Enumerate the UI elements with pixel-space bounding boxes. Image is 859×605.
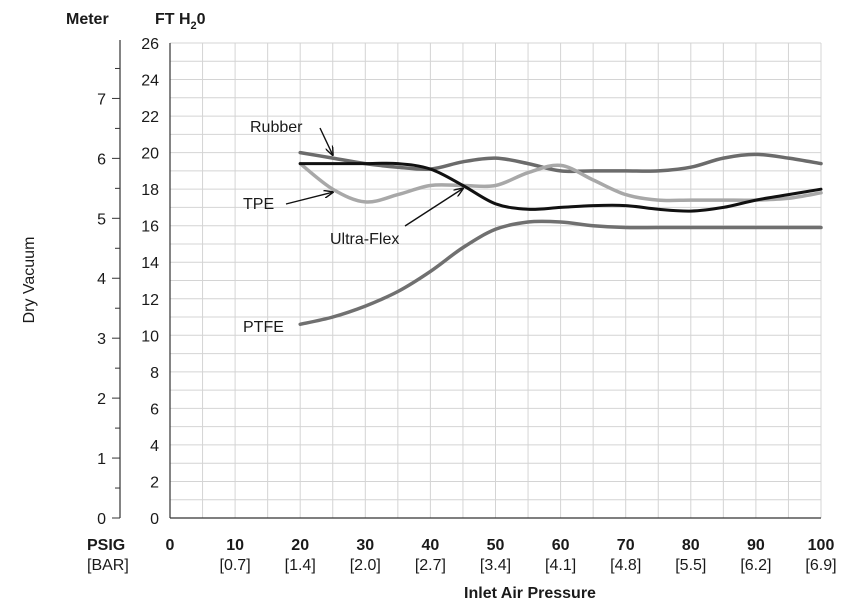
ft-tick-label: 12 — [141, 292, 159, 309]
series-line-ultra-flex — [298, 161, 823, 213]
x-axis-title: Inlet Air Pressure — [464, 585, 596, 602]
axes — [119, 40, 821, 519]
bar-tick-label: [4.1] — [545, 557, 576, 574]
bar-tick-label: [2.0] — [350, 557, 381, 574]
bar-tick-label: [6.9] — [805, 557, 836, 574]
series-lines — [298, 150, 823, 327]
psig-axis: 0 10 20 30 40 50 60 70 80 90 100 — [166, 537, 835, 554]
ft-unit-subscript: 2 — [191, 20, 197, 32]
annotation-arrow — [285, 192, 333, 205]
meter-tick-label: 6 — [97, 151, 106, 168]
psig-tick-label: 30 — [356, 537, 374, 554]
bar-axis: [0.7] [1.4] [2.0] [2.7] [3.4] [4.1] [4.8] [5.5]… — [220, 557, 837, 574]
ft-tick-label: 2 — [150, 474, 159, 491]
ft-tick-label: 16 — [141, 219, 159, 236]
psig-tick-label: 0 — [166, 537, 175, 554]
ft-tick-label: 6 — [150, 401, 159, 418]
annotation-label: Rubber — [250, 119, 303, 136]
annotation-arrow — [319, 127, 333, 155]
series-line-rubber — [298, 150, 823, 174]
ft-tick-label: 26 — [141, 36, 159, 53]
meter-tick-label: 5 — [97, 211, 106, 228]
ft-unit-end: 0 — [197, 11, 206, 28]
ft-tick-label: 18 — [141, 182, 159, 199]
meter-tick-label: 2 — [97, 391, 106, 408]
annotation-label: Ultra-Flex — [330, 231, 399, 248]
meter-tick-label: 4 — [97, 271, 106, 288]
y-axis-title: Dry Vacuum — [21, 237, 38, 324]
ft-tick-label: 8 — [150, 365, 159, 382]
meter-tick-label: 3 — [97, 331, 106, 348]
ft-tick-label: 24 — [141, 73, 159, 90]
bar-tick-label: [2.7] — [415, 557, 446, 574]
ft-tick-label: 14 — [141, 255, 159, 272]
bar-row-label: [BAR] — [87, 557, 129, 574]
series-line-tpe — [298, 161, 823, 204]
psig-tick-label: 90 — [747, 537, 765, 554]
annotations: Rubber TPE Ultra-Flex PTFE — [243, 119, 463, 336]
psig-tick-label: 100 — [808, 537, 835, 554]
grid — [169, 42, 822, 519]
bar-tick-label: [4.8] — [610, 557, 641, 574]
ft-tick-label: 22 — [141, 109, 159, 126]
psig-tick-label: 50 — [487, 537, 505, 554]
ft-unit-main: FT H — [155, 11, 191, 28]
psig-tick-label: 40 — [422, 537, 440, 554]
meter-tick-label: 1 — [97, 451, 106, 468]
ft-tick-label: 10 — [141, 328, 159, 345]
annotation-arrow — [404, 189, 463, 227]
ft-tick-label: 4 — [150, 438, 159, 455]
ft-unit-label: FT H20 — [155, 11, 206, 32]
bar-tick-label: [0.7] — [220, 557, 251, 574]
series-line-ptfe — [298, 219, 823, 327]
meter-unit-label: Meter — [66, 11, 109, 28]
psig-tick-label: 80 — [682, 537, 700, 554]
bar-tick-label: [1.4] — [285, 557, 316, 574]
bar-tick-label: [5.5] — [675, 557, 706, 574]
psig-tick-label: 60 — [552, 537, 570, 554]
bar-tick-label: [3.4] — [480, 557, 511, 574]
meter-tick-label: 0 — [97, 511, 106, 528]
psig-tick-label: 70 — [617, 537, 635, 554]
bar-tick-label: [6.2] — [740, 557, 771, 574]
meter-axis: 0 1 2 3 4 5 6 7 — [97, 67, 120, 528]
meter-tick-label: 7 — [97, 91, 106, 108]
ft-tick-label: 20 — [141, 146, 159, 163]
psig-tick-label: 20 — [291, 537, 309, 554]
psig-tick-label: 10 — [226, 537, 244, 554]
psig-row-label: PSIG — [87, 537, 125, 554]
annotation-label: PTFE — [243, 319, 284, 336]
annotation-label: TPE — [243, 196, 274, 213]
ft-tick-label: 0 — [150, 511, 159, 528]
